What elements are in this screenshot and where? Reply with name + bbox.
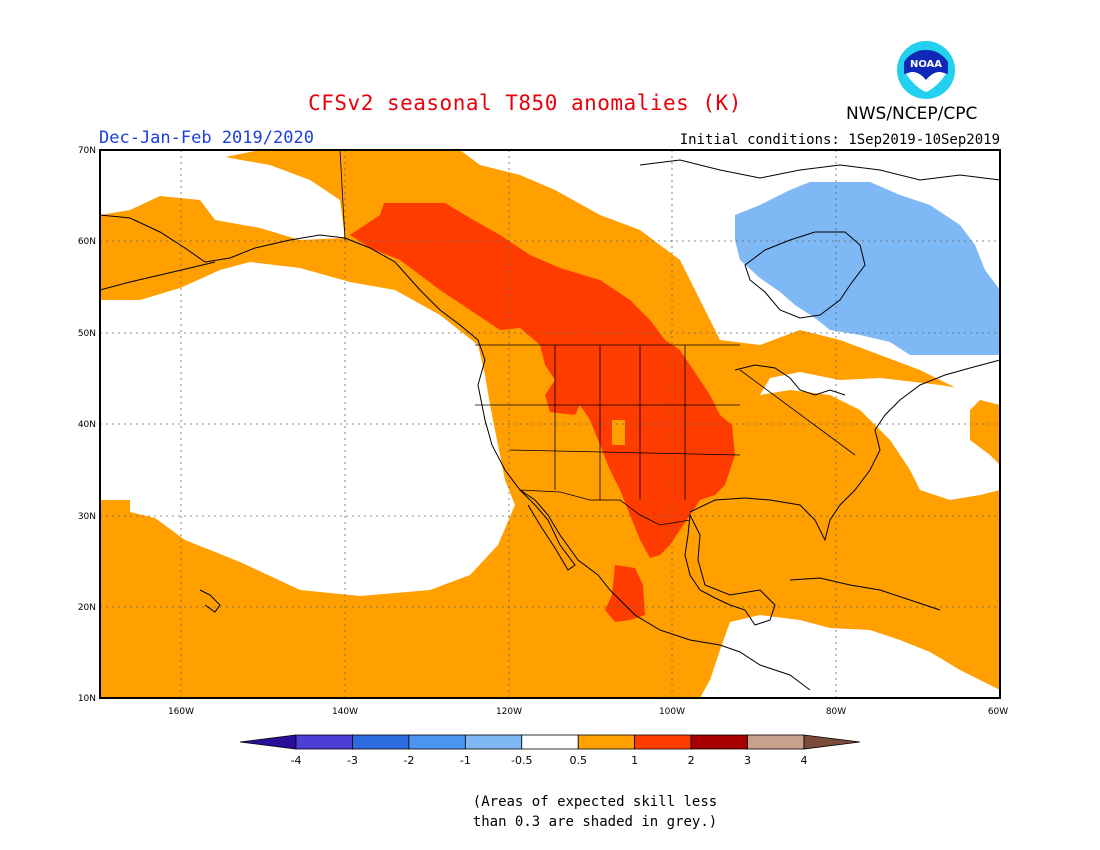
lat-label-20: 20N [78,603,96,613]
logo-text: NOAA [910,59,942,70]
coastline-baja [519,489,576,571]
white-region-south-atlantic [700,615,1000,698]
lon-label-80: 80W [826,707,846,717]
footnote: (Areas of expected skill less than 0.3 a… [0,792,1100,832]
colorbar-label-5: 0.5 [569,754,587,767]
colorbar-swatch-6 [577,734,636,750]
lon-label-160: 160W [168,707,194,717]
colorbar-label-3: -1 [460,754,471,767]
state-border-2 [509,449,741,456]
coastline-us-gulf-east [689,359,1001,542]
coastline-hawaii [199,589,221,613]
colorbar-swatch-4 [464,734,523,750]
colorbar-label-0: -4 [291,754,302,767]
colorbar: -4 -3 -2 -1 -0.5 0.5 1 2 3 4 [239,734,861,767]
colorbar-label-6: 1 [631,754,638,767]
white-region-atlantic [760,372,1000,500]
border-us-mexico [519,489,691,526]
warm-anomaly-region-mexico [605,565,645,622]
coastlines [99,159,1001,691]
white-region-east-pacific [100,262,515,596]
latitude-labels: 70N 60N 50N 40N 30N 20N 10N [78,146,96,704]
coastline-gulf [684,513,776,626]
lat-label-10: 10N [78,694,96,704]
map-title: CFSv2 seasonal T850 anomalies (K) [308,91,742,115]
cold-anomaly-region-east-canada [735,182,1000,355]
map-frame [99,149,1001,699]
colorbar-swatch-2 [352,734,410,750]
border-alaska-canada [339,149,346,241]
colorbar-swatch-1 [295,734,353,750]
lon-label-140: 140W [332,707,358,717]
white-region-alaska-coast [100,150,345,240]
lon-label-100: 100W [659,707,685,717]
colorbar-label-9: 4 [801,754,808,767]
lat-label-60: 60N [78,237,96,247]
white-region-northwest-corner [100,150,260,160]
initial-conditions-label: Initial conditions: 1Sep2019-10Sep2019 [679,132,1000,148]
coastline-arctic-islands [639,159,1001,181]
colorbar-label-4: -0.5 [511,754,532,767]
warm-anomaly-region-rockies [350,203,735,558]
colorbar-arrow-low [239,734,297,750]
orange-hole-in-red [612,420,625,445]
agency-label: NWS/NCEP/CPC [846,104,978,124]
lon-label-120: 120W [496,707,522,717]
footnote-line-1: (Areas of expected skill less [472,794,718,810]
footnote-line-2: than 0.3 are shaded in grey.) [472,814,718,830]
noaa-logo-icon: NOAA [897,41,955,99]
grid-lines [100,150,1000,698]
season-label: Dec-Jan-Feb 2019/2020 [99,128,314,148]
political-boundaries [339,149,856,526]
longitude-labels: 160W 140W 120W 100W 80W 60W [168,707,1008,717]
colorbar-arrow-high [803,734,861,750]
colorbar-swatch-3 [408,734,466,750]
lat-label-70: 70N [78,146,96,156]
coastline-caribbean [789,577,941,611]
colorbar-swatch-5 [521,734,579,750]
lat-label-40: 40N [78,420,96,430]
colorbar-label-7: 2 [688,754,695,767]
lon-label-60: 60W [988,707,1008,717]
coastline-alaska [99,214,811,691]
coastline-aleutians [99,261,216,291]
coastline-great-lakes [734,364,846,396]
lat-label-50: 50N [78,329,96,339]
colorbar-label-1: -3 [347,754,358,767]
colorbar-swatch-8 [690,734,748,750]
colorbar-label-2: -2 [403,754,414,767]
lat-label-30: 30N [78,512,96,522]
coastline-hudson-bay [744,231,866,319]
state-border-7 [739,369,856,456]
colorbar-swatch-9 [747,734,805,750]
colorbar-label-8: 3 [744,754,751,767]
colorbar-swatch-7 [634,734,692,750]
